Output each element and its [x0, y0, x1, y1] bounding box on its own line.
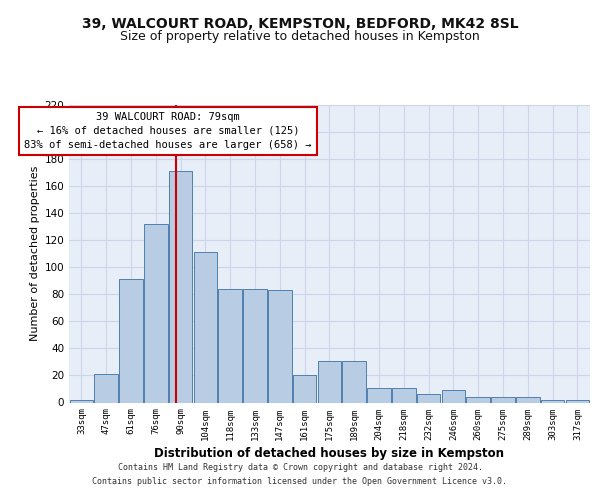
Bar: [119, 280, 143, 402]
Text: Size of property relative to detached houses in Kempston: Size of property relative to detached ho…: [120, 30, 480, 43]
Bar: [541, 400, 565, 402]
Text: Contains public sector information licensed under the Open Government Licence v3: Contains public sector information licen…: [92, 477, 508, 486]
X-axis label: Distribution of detached houses by size in Kempston: Distribution of detached houses by size …: [154, 446, 505, 460]
Text: 39, WALCOURT ROAD, KEMPSTON, BEDFORD, MK42 8SL: 39, WALCOURT ROAD, KEMPSTON, BEDFORD, MK…: [82, 18, 518, 32]
Bar: [516, 397, 539, 402]
Bar: [417, 394, 440, 402]
Bar: [343, 360, 366, 403]
Bar: [392, 388, 416, 402]
Bar: [268, 290, 292, 403]
Bar: [94, 374, 118, 402]
Bar: [566, 400, 589, 402]
Text: 39 WALCOURT ROAD: 79sqm
← 16% of detached houses are smaller (125)
83% of semi-d: 39 WALCOURT ROAD: 79sqm ← 16% of detache…: [25, 112, 312, 150]
Bar: [293, 376, 316, 402]
Y-axis label: Number of detached properties: Number of detached properties: [30, 166, 40, 342]
Bar: [169, 172, 193, 402]
Bar: [442, 390, 465, 402]
Bar: [317, 360, 341, 403]
Bar: [218, 289, 242, 403]
Bar: [70, 400, 93, 402]
Text: Contains HM Land Registry data © Crown copyright and database right 2024.: Contains HM Land Registry data © Crown c…: [118, 464, 482, 472]
Bar: [144, 224, 167, 402]
Bar: [491, 397, 515, 402]
Bar: [367, 388, 391, 402]
Bar: [466, 397, 490, 402]
Bar: [243, 289, 267, 403]
Bar: [194, 252, 217, 402]
